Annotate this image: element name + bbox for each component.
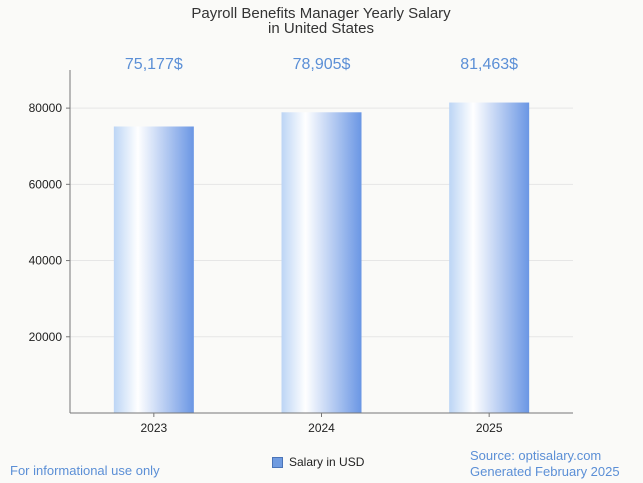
legend-swatch (272, 456, 283, 468)
disclaimer-text: For informational use only (10, 463, 160, 478)
data-label: 78,905$ (293, 56, 351, 73)
bar (281, 112, 362, 414)
source-block: Source: optisalary.com Generated Februar… (470, 448, 620, 480)
source-text: Source: optisalary.com (470, 448, 602, 463)
legend-label: Salary in USD (289, 455, 365, 469)
data-label: 81,463$ (460, 56, 518, 73)
data-label: 75,177$ (125, 56, 183, 73)
bar (449, 102, 530, 413)
axes: 20000 40000 60000 80000 2023 2024 2025 (29, 70, 573, 435)
y-tick-label: 80000 (29, 101, 63, 115)
bar (113, 126, 194, 414)
chart-title-line-2: in United States (268, 20, 374, 37)
y-tick-label: 20000 (29, 330, 63, 344)
x-tick-label: 2025 (476, 421, 503, 435)
x-tick-label: 2024 (308, 421, 335, 435)
chart-title-line-1: Payroll Benefits Manager Yearly Salary (191, 5, 451, 22)
bars (113, 102, 530, 414)
legend[interactable]: Salary in USD (272, 455, 364, 469)
x-tick-label: 2023 (140, 421, 167, 435)
generated-date: Generated February 2025 (470, 464, 620, 479)
y-tick-label: 40000 (29, 254, 63, 268)
data-labels: 75,177$ 78,905$ 81,463$ (125, 56, 518, 73)
y-tick-label: 60000 (29, 177, 63, 191)
